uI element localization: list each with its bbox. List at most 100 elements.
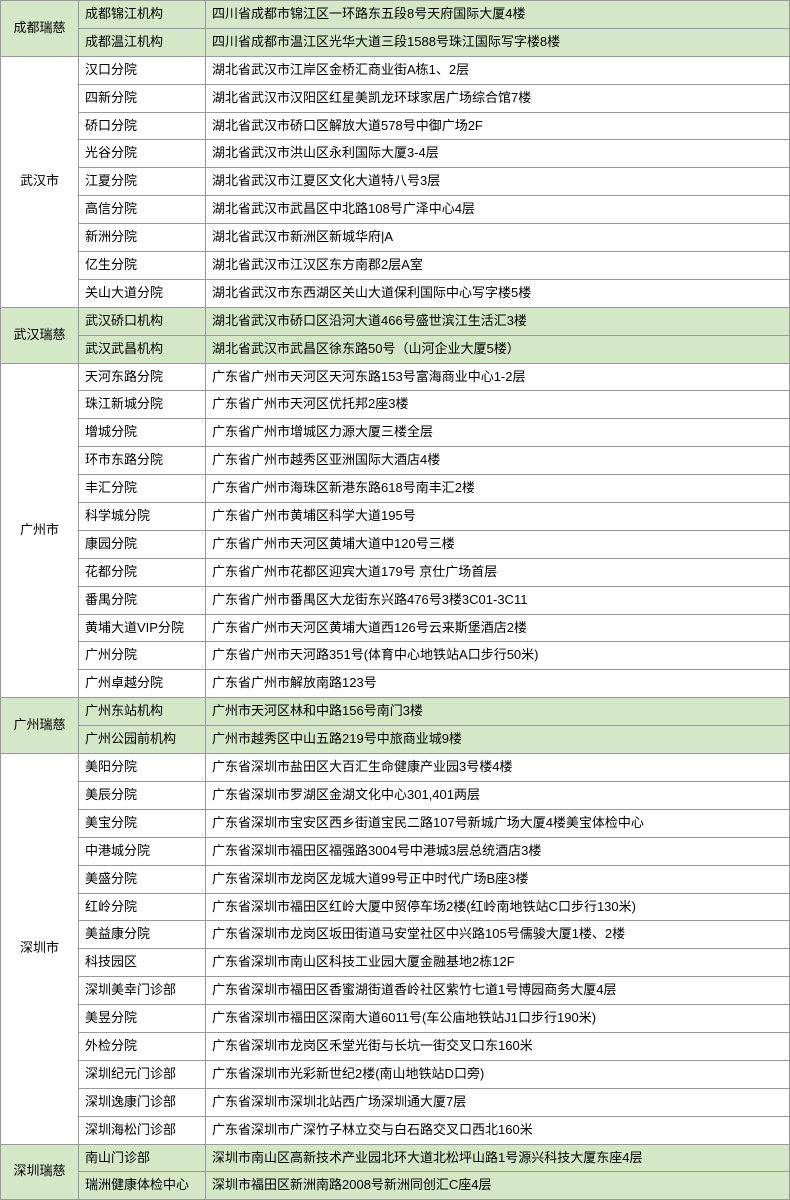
branch-cell: 美宝分院 xyxy=(79,809,206,837)
address-cell: 广东省深圳市龙岗区坂田街道马安堂社区中兴路105号儒骏大厦1楼、2楼 xyxy=(206,921,790,949)
table-row: 美辰分院广东省深圳市罗湖区金湖文化中心301,401两层 xyxy=(1,781,790,809)
table-row: 美盛分院广东省深圳市龙岗区龙城大道99号正中时代广场B座3楼 xyxy=(1,865,790,893)
table-row: 美昱分院广东省深圳市福田区深南大道6011号(车公庙地铁站J1口步行190米) xyxy=(1,1005,790,1033)
table-row: 广州市天河东路分院广东省广州市天河区天河东路153号富海商业中心1-2层 xyxy=(1,363,790,391)
table-row: 中港城分院广东省深圳市福田区福强路3004号中港城3层总统酒店3楼 xyxy=(1,837,790,865)
address-cell: 湖北省武汉市江岸区金桥汇商业街A栋1、2层 xyxy=(206,56,790,84)
branch-cell: 红岭分院 xyxy=(79,893,206,921)
address-cell: 湖北省武汉市武昌区徐东路50号（山河企业大厦5楼） xyxy=(206,335,790,363)
address-cell: 广东省深圳市广深竹子林立交与白石路交叉口西北160米 xyxy=(206,1116,790,1144)
address-cell: 广东省广州市天河区优托邦2座3楼 xyxy=(206,391,790,419)
table-row: 硚口分院湖北省武汉市硚口区解放大道578号中御广场2F xyxy=(1,112,790,140)
address-cell: 湖北省武汉市武昌区中北路108号广泽中心4层 xyxy=(206,196,790,224)
branch-cell: 广州分院 xyxy=(79,642,206,670)
city-cell: 成都瑞慈 xyxy=(1,1,79,57)
branch-cell: 外检分院 xyxy=(79,1032,206,1060)
branch-cell: 武汉硚口机构 xyxy=(79,307,206,335)
table-row: 广州公园前机构广州市越秀区中山五路219号中旅商业城9楼 xyxy=(1,726,790,754)
locations-table: 成都瑞慈成都锦江机构四川省成都市锦江区一环路东五段8号天府国际大厦4楼成都温江机… xyxy=(0,0,790,1200)
address-cell: 广东省广州市黄埔区科学大道195号 xyxy=(206,503,790,531)
table-row: 成都温江机构四川省成都市温江区光华大道三段1588号珠江国际写字楼8楼 xyxy=(1,28,790,56)
branch-cell: 美益康分院 xyxy=(79,921,206,949)
branch-cell: 新洲分院 xyxy=(79,224,206,252)
address-cell: 广东省广州市越秀区亚洲国际大酒店4楼 xyxy=(206,447,790,475)
table-row: 亿生分院湖北省武汉市江汉区东方南郡2层A室 xyxy=(1,252,790,280)
branch-cell: 康园分院 xyxy=(79,530,206,558)
address-cell: 广东省深圳市南山区科技工业园大厦金融基地2栋12F xyxy=(206,949,790,977)
address-cell: 广东省深圳市光彩新世纪2楼(南山地铁站D口旁) xyxy=(206,1060,790,1088)
branch-cell: 深圳纪元门诊部 xyxy=(79,1060,206,1088)
city-cell: 广州市 xyxy=(1,363,79,698)
table-row: 深圳瑞慈南山门诊部深圳市南山区高新技术产业园北环大道北松坪山路1号源兴科技大厦东… xyxy=(1,1144,790,1172)
address-cell: 广东省深圳市福田区香蜜湖街道香岭社区紫竹七道1号博园商务大厦4层 xyxy=(206,977,790,1005)
address-cell: 广东省深圳市福田区深南大道6011号(车公庙地铁站J1口步行190米) xyxy=(206,1005,790,1033)
branch-cell: 武汉武昌机构 xyxy=(79,335,206,363)
address-cell: 深圳市南山区高新技术产业园北环大道北松坪山路1号源兴科技大厦东座4层 xyxy=(206,1144,790,1172)
address-cell: 广东省深圳市盐田区大百汇生命健康产业园3号楼4楼 xyxy=(206,754,790,782)
address-cell: 广东省广州市天河区黄埔大道西126号云来斯堡酒店2楼 xyxy=(206,614,790,642)
table-row: 丰汇分院广东省广州市海珠区新港东路618号南丰汇2楼 xyxy=(1,475,790,503)
table-row: 光谷分院湖北省武汉市洪山区永利国际大厦3-4层 xyxy=(1,140,790,168)
table-row: 武汉瑞慈武汉硚口机构湖北省武汉市硚口区沿河大道466号盛世滨江生活汇3楼 xyxy=(1,307,790,335)
table-row: 科学城分院广东省广州市黄埔区科学大道195号 xyxy=(1,503,790,531)
branch-cell: 广州东站机构 xyxy=(79,698,206,726)
table-row: 康园分院广东省广州市天河区黄埔大道中120号三楼 xyxy=(1,530,790,558)
branch-cell: 美昱分院 xyxy=(79,1005,206,1033)
address-cell: 广东省广州市增城区力源大厦三楼全层 xyxy=(206,419,790,447)
branch-cell: 丰汇分院 xyxy=(79,475,206,503)
branch-cell: 成都温江机构 xyxy=(79,28,206,56)
branch-cell: 深圳逸康门诊部 xyxy=(79,1088,206,1116)
branch-cell: 科技园区 xyxy=(79,949,206,977)
branch-cell: 江夏分院 xyxy=(79,168,206,196)
branch-cell: 广州卓越分院 xyxy=(79,670,206,698)
table-row: 高信分院湖北省武汉市武昌区中北路108号广泽中心4层 xyxy=(1,196,790,224)
table-row: 成都瑞慈成都锦江机构四川省成都市锦江区一环路东五段8号天府国际大厦4楼 xyxy=(1,1,790,29)
table-row: 深圳逸康门诊部广东省深圳市深圳北站西广场深圳通大厦7层 xyxy=(1,1088,790,1116)
table-row: 广州卓越分院广东省广州市解放南路123号 xyxy=(1,670,790,698)
table-row: 广州瑞慈广州东站机构广州市天河区林和中路156号南门3楼 xyxy=(1,698,790,726)
branch-cell: 硚口分院 xyxy=(79,112,206,140)
branch-cell: 广州公园前机构 xyxy=(79,726,206,754)
branch-cell: 亿生分院 xyxy=(79,252,206,280)
table-row: 红岭分院广东省深圳市福田区红岭大厦中贸停车场2楼(红岭南地铁站C口步行130米) xyxy=(1,893,790,921)
table-row: 科技园区广东省深圳市南山区科技工业园大厦金融基地2栋12F xyxy=(1,949,790,977)
table-row: 四新分院湖北省武汉市汉阳区红星美凯龙环球家居广场综合馆7楼 xyxy=(1,84,790,112)
table-row: 深圳海松门诊部广东省深圳市广深竹子林立交与白石路交叉口西北160米 xyxy=(1,1116,790,1144)
table-row: 增城分院广东省广州市增城区力源大厦三楼全层 xyxy=(1,419,790,447)
branch-cell: 增城分院 xyxy=(79,419,206,447)
branch-cell: 成都锦江机构 xyxy=(79,1,206,29)
city-cell: 武汉市 xyxy=(1,56,79,307)
address-cell: 四川省成都市温江区光华大道三段1588号珠江国际写字楼8楼 xyxy=(206,28,790,56)
branch-cell: 黄埔大道VIP分院 xyxy=(79,614,206,642)
address-cell: 湖北省武汉市洪山区永利国际大厦3-4层 xyxy=(206,140,790,168)
address-cell: 广东省广州市解放南路123号 xyxy=(206,670,790,698)
table-row: 美益康分院广东省深圳市龙岗区坂田街道马安堂社区中兴路105号儒骏大厦1楼、2楼 xyxy=(1,921,790,949)
branch-cell: 深圳美幸门诊部 xyxy=(79,977,206,1005)
address-cell: 深圳市福田区新洲南路2008号新洲同创汇C座4层 xyxy=(206,1172,790,1200)
branch-cell: 南山门诊部 xyxy=(79,1144,206,1172)
table-row: 广州分院广东省广州市天河路351号(体育中心地铁站A口步行50米) xyxy=(1,642,790,670)
branch-cell: 花都分院 xyxy=(79,558,206,586)
city-cell: 广州瑞慈 xyxy=(1,698,79,754)
address-cell: 广东省深圳市龙岗区龙城大道99号正中时代广场B座3楼 xyxy=(206,865,790,893)
branch-cell: 环市东路分院 xyxy=(79,447,206,475)
table-row: 深圳纪元门诊部广东省深圳市光彩新世纪2楼(南山地铁站D口旁) xyxy=(1,1060,790,1088)
address-cell: 广东省深圳市深圳北站西广场深圳通大厦7层 xyxy=(206,1088,790,1116)
address-cell: 广东省深圳市福田区福强路3004号中港城3层总统酒店3楼 xyxy=(206,837,790,865)
address-cell: 湖北省武汉市东西湖区关山大道保利国际中心写字楼5楼 xyxy=(206,279,790,307)
branch-cell: 汉口分院 xyxy=(79,56,206,84)
table-row: 环市东路分院广东省广州市越秀区亚洲国际大酒店4楼 xyxy=(1,447,790,475)
address-cell: 广东省广州市番禺区大龙街东兴路476号3楼3C01-3C11 xyxy=(206,586,790,614)
table-row: 珠江新城分院广东省广州市天河区优托邦2座3楼 xyxy=(1,391,790,419)
branch-cell: 瑞洲健康体检中心 xyxy=(79,1172,206,1200)
address-cell: 广东省深圳市龙岗区禾堂光街与长坑一街交叉口东160米 xyxy=(206,1032,790,1060)
address-cell: 广东省广州市海珠区新港东路618号南丰汇2楼 xyxy=(206,475,790,503)
branch-cell: 科学城分院 xyxy=(79,503,206,531)
branch-cell: 关山大道分院 xyxy=(79,279,206,307)
address-cell: 湖北省武汉市汉阳区红星美凯龙环球家居广场综合馆7楼 xyxy=(206,84,790,112)
branch-cell: 珠江新城分院 xyxy=(79,391,206,419)
address-cell: 广东省广州市花都区迎宾大道179号 京仕广场首层 xyxy=(206,558,790,586)
branch-cell: 高信分院 xyxy=(79,196,206,224)
table-row: 花都分院广东省广州市花都区迎宾大道179号 京仕广场首层 xyxy=(1,558,790,586)
branch-cell: 中港城分院 xyxy=(79,837,206,865)
